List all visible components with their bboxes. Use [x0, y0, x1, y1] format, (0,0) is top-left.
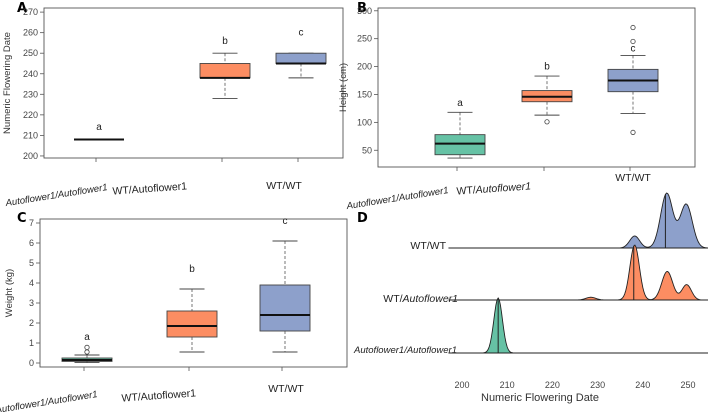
panel-label: A	[17, 1, 27, 16]
panel-label: C	[17, 211, 27, 226]
panel-c: C 0 1 2 3 4 5 6 7 Weight (kg) a Autoflower1/Autoflo…	[0, 211, 348, 412]
y-tick-label: 270	[23, 7, 38, 17]
panel-a: A 200 210 220 230 240 250 260 270 Numeric Floweri…	[2, 1, 344, 209]
ridge-label: Autoflower1/Autoflower1	[353, 345, 457, 356]
y-tick-label: 200	[357, 62, 372, 72]
y-tick-label: 2	[29, 318, 34, 328]
y-tick-label: 230	[23, 89, 38, 99]
x-tick-label: 210	[500, 380, 515, 390]
panel-d: D WT/WT WT/Autoflower1 Autoflower1/Autoflow…	[353, 192, 708, 404]
x-category-label: WT/Autoflower1	[112, 180, 188, 197]
x-tick-label: 240	[635, 380, 650, 390]
x-category-label: WT/Autoflower1	[121, 387, 197, 404]
y-tick-label: 5	[29, 258, 34, 268]
y-tick-label: 0	[29, 358, 34, 368]
y-axis-label: Height (cm)	[338, 63, 349, 112]
x-category-label: WT/WT	[268, 383, 304, 395]
y-axis-label: Numeric Flowering Date	[2, 32, 13, 134]
y-tick-label: 240	[23, 69, 38, 79]
significance-letter: c	[299, 28, 304, 39]
y-tick-label: 100	[357, 117, 372, 127]
x-tick-label: 200	[454, 380, 469, 390]
ridge-label: WT/Autoflower1	[383, 293, 458, 305]
box-iqr	[275, 52, 327, 64]
box-iqr	[199, 63, 251, 79]
density-ridge	[448, 297, 708, 354]
significance-letter: b	[189, 264, 195, 275]
x-category-label: WT/WT	[615, 172, 651, 184]
box-iqr	[259, 284, 311, 332]
box-iqr	[166, 310, 218, 338]
y-tick-label: 150	[357, 89, 372, 99]
outlier-point	[84, 344, 90, 350]
significance-letter: a	[84, 332, 90, 343]
y-tick-label: 200	[23, 151, 38, 161]
box-iqr	[434, 134, 486, 156]
outlier-point	[544, 119, 550, 125]
density-ridge	[448, 192, 708, 249]
ridge-label: WT/WT	[410, 240, 446, 252]
plot-frame	[377, 7, 696, 168]
y-tick-label: 220	[23, 110, 38, 120]
outlier-point	[630, 38, 636, 45]
outlier-point	[630, 129, 636, 136]
x-tick-label: 250	[680, 380, 695, 390]
y-tick-label: 4	[29, 278, 34, 288]
y-tick-label: 3	[29, 298, 34, 308]
y-tick-label: 6	[29, 238, 34, 248]
density-ridge	[448, 244, 708, 301]
panel-label: B	[357, 1, 367, 16]
x-category-label: Autoflower1/Autoflower1	[345, 185, 449, 212]
y-tick-label: 1	[29, 338, 34, 348]
x-category-label: WT/Autoflower1	[456, 180, 531, 197]
panel-b: B 50 100 150 200 250 300 Height (cm) a Autoflower…	[338, 1, 696, 212]
y-tick-label: 250	[23, 48, 38, 58]
significance-letter: a	[96, 122, 102, 133]
y-axis-label: Weight (kg)	[4, 269, 15, 317]
panel-label: D	[357, 211, 368, 226]
significance-letter: b	[222, 36, 228, 47]
x-category-label: Autoflower1/Autoflower1	[0, 389, 98, 412]
outlier-point	[84, 349, 90, 355]
significance-letter: a	[457, 98, 463, 109]
y-tick-label: 7	[29, 218, 34, 228]
y-tick-label: 300	[357, 6, 372, 16]
y-tick-label: 210	[23, 130, 38, 140]
significance-letter: b	[544, 62, 550, 73]
y-tick-label: 260	[23, 28, 38, 38]
x-tick-label: 230	[590, 380, 605, 390]
x-tick-label: 220	[545, 380, 560, 390]
plot-frame	[43, 7, 344, 159]
x-category-label: Autoflower1/Autoflower1	[4, 182, 108, 209]
plot-frame	[39, 218, 348, 368]
y-tick-label: 250	[357, 34, 372, 44]
y-tick-label: 50	[362, 145, 372, 155]
outlier-point	[630, 24, 636, 31]
x-category-label: WT/WT	[266, 180, 302, 192]
significance-letter: c	[631, 44, 636, 55]
significance-letter: c	[283, 216, 288, 227]
x-axis-label: Numeric Flowering Date	[481, 392, 599, 404]
